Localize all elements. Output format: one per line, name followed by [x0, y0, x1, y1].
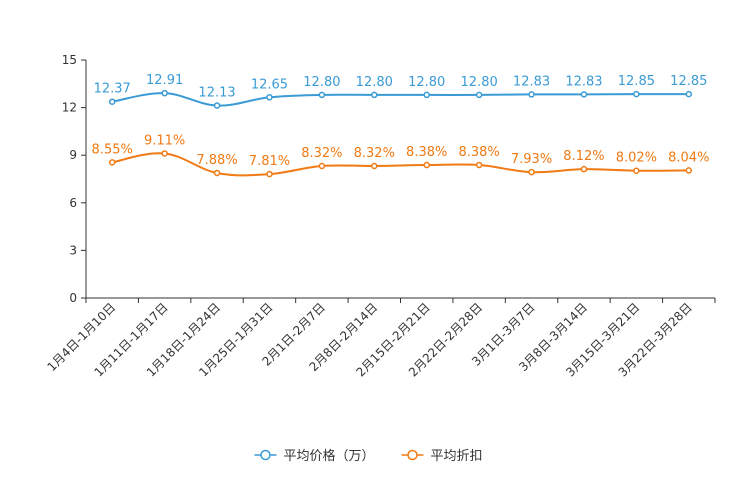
data-point: [108, 98, 116, 105]
data-label: 8.55%: [92, 142, 133, 157]
data-label: 12.80: [303, 75, 340, 90]
data-label: 12.80: [461, 75, 498, 90]
y-tick-label: 9: [69, 148, 77, 162]
y-tick-label: 12: [62, 101, 77, 115]
data-label: 8.12%: [563, 149, 604, 164]
y-tick-label: 0: [69, 291, 77, 305]
data-label: 12.80: [408, 75, 445, 90]
data-point: [371, 162, 378, 170]
data-point: [475, 91, 483, 99]
data-label: 8.32%: [301, 146, 342, 161]
data-label: 8.02%: [616, 151, 657, 166]
data-point: [108, 159, 116, 166]
series-line: [112, 152, 689, 177]
legend-label: 平均折扣: [431, 449, 483, 464]
data-point: [213, 169, 221, 177]
data-label: 7.81%: [249, 154, 290, 169]
series-2: 8.55% 9.11% 7.88% 7.81% 8.32% 8.32% 8.38% 8.38%…: [92, 133, 709, 178]
data-label: 12.13: [198, 86, 235, 101]
data-label: 9.11%: [144, 133, 185, 148]
legend-label: 平均价格（万）: [284, 448, 375, 464]
data-point: [161, 150, 168, 157]
data-point: [528, 168, 535, 176]
data-point: [371, 91, 378, 99]
data-point: [475, 161, 483, 169]
data-label: 12.83: [513, 74, 550, 89]
data-label: 12.37: [94, 82, 131, 97]
series-1: 12.37 12.91 12.13 12.65 12.80 12.80 12.80 12.80…: [94, 73, 707, 109]
legend-marker-icon: [260, 449, 271, 461]
legend-marker-icon: [407, 449, 418, 461]
data-point: [423, 161, 430, 169]
data-point: [633, 90, 640, 98]
y-tick-label: 6: [69, 196, 77, 210]
data-point: [423, 91, 430, 99]
data-label: 8.04%: [668, 150, 709, 165]
data-label: 12.85: [670, 74, 707, 89]
data-point: [528, 91, 535, 98]
data-label: 12.83: [565, 74, 602, 89]
data-point: [318, 91, 326, 99]
data-point: [266, 170, 273, 178]
data-label: 12.85: [618, 74, 655, 89]
data-point: [318, 162, 326, 170]
data-label: 8.38%: [458, 145, 499, 160]
legend-item: 平均折扣: [401, 449, 483, 464]
data-label: 7.88%: [196, 153, 237, 168]
data-point: [213, 102, 221, 109]
legend-item: 平均价格（万）: [254, 448, 375, 464]
data-label: 12.91: [146, 73, 183, 88]
data-label: 12.80: [356, 75, 393, 90]
data-label: 8.32%: [354, 146, 395, 161]
data-point: [685, 167, 693, 174]
series-line: [112, 92, 689, 107]
data-point: [161, 89, 168, 97]
data-point: [266, 94, 273, 101]
data-point: [685, 90, 693, 98]
data-point: [580, 165, 588, 173]
data-point: [580, 91, 588, 98]
data-point: [633, 167, 640, 174]
data-label: 12.65: [251, 77, 288, 92]
y-tick-label: 15: [62, 53, 77, 67]
y-tick-label: 3: [69, 243, 77, 257]
data-label: 7.93%: [511, 152, 552, 167]
data-label: 8.38%: [406, 145, 447, 160]
